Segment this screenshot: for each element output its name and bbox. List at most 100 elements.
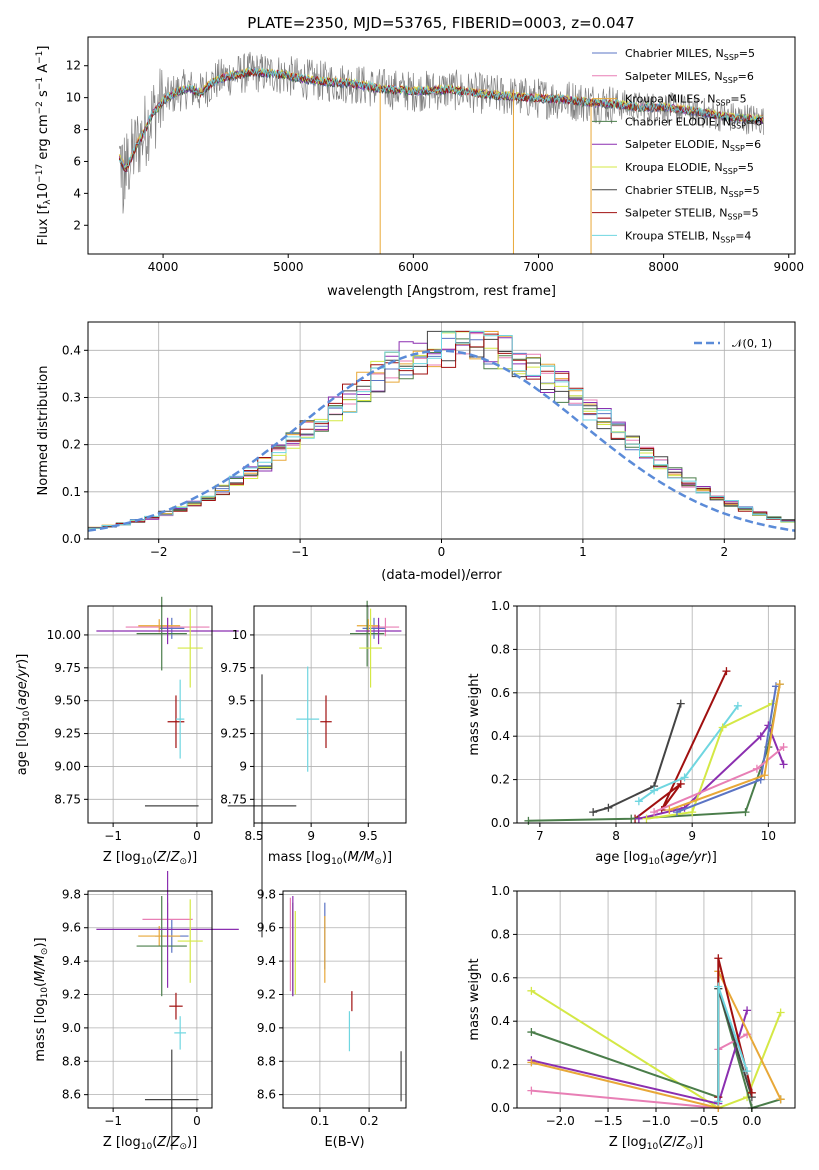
y-tick-label: 9.0 bbox=[257, 1021, 276, 1035]
weight-point-marker bbox=[743, 1067, 752, 1076]
spectrum-marks bbox=[118, 51, 765, 254]
weight-point-marker bbox=[604, 803, 613, 812]
axes-frame bbox=[516, 605, 796, 824]
y-tick-label: 0.2 bbox=[491, 1058, 510, 1072]
x-tick-label: −1 bbox=[291, 545, 309, 559]
weight-point-marker bbox=[714, 1097, 723, 1106]
x-axis-label: age [log10(age/yr)] bbox=[595, 850, 717, 867]
x-tick-label: 0.1 bbox=[310, 1114, 329, 1128]
legend-entry: Chabrier STELIB, NSSP=5 bbox=[625, 184, 760, 199]
x-tick-label: 9.5 bbox=[359, 829, 378, 843]
weight-point-marker bbox=[680, 773, 689, 782]
x-tick-label: 7 bbox=[536, 829, 544, 843]
x-tick-label: −2.0 bbox=[546, 1114, 575, 1128]
weight-point-marker bbox=[665, 805, 674, 814]
legend-entry: Salpeter ELODIE, NSSP=6 bbox=[625, 138, 761, 153]
age_vs_Z-axes: −1 0 8.75 9.00 9.25 9.50 9.75 10.00 Z [log10(Z/Z… bbox=[15, 596, 239, 867]
weight-point-marker bbox=[760, 771, 769, 780]
x-tick-label: −1.5 bbox=[593, 1114, 622, 1128]
weight-point-marker bbox=[776, 1095, 785, 1104]
y-tick-label: 1.0 bbox=[491, 599, 510, 613]
weight_vs_Z-axes: −2.0 −1.5 −1.0 −0.5 0.0 0.0 0.2 0.4 0.6 0.8 1.0 Z [… bbox=[467, 884, 796, 1152]
weight-point-marker bbox=[650, 786, 659, 795]
normal-curve bbox=[87, 349, 796, 532]
y-tick-label: 6 bbox=[73, 154, 81, 168]
x-axis-label: wavelength [Angstrom, rest frame] bbox=[327, 284, 556, 299]
x-tick-label: −0.5 bbox=[689, 1114, 718, 1128]
y-tick-label: 9.25 bbox=[54, 727, 81, 741]
weight_vs_Z-marks bbox=[527, 954, 785, 1112]
legend-entry: Chabrier MILES, NSSP=5 bbox=[625, 47, 755, 62]
weight-point-marker bbox=[747, 1088, 756, 1097]
axes-frame bbox=[87, 36, 796, 255]
y-tick-label: 9.2 bbox=[257, 987, 276, 1001]
y-tick-label: 8.8 bbox=[62, 1054, 81, 1068]
weight-point-marker bbox=[714, 982, 723, 991]
y-tick-label: 9.25 bbox=[220, 727, 247, 741]
y-tick-label: 9.75 bbox=[220, 661, 247, 675]
x-axis-label: (data-model)/error bbox=[381, 568, 502, 583]
y-tick-label: 9.75 bbox=[54, 661, 81, 675]
y-tick-label: 9.8 bbox=[62, 887, 81, 901]
weight-point-marker bbox=[676, 699, 685, 708]
x-tick-label: 0 bbox=[193, 829, 201, 843]
y-tick-label: 0.8 bbox=[491, 642, 510, 656]
x-tick-label: 8.5 bbox=[244, 829, 263, 843]
residuals-marks bbox=[87, 330, 796, 539]
weight-point-marker bbox=[527, 1058, 536, 1067]
y-tick-label: 8 bbox=[73, 123, 81, 137]
y-tick-label: 9.6 bbox=[257, 921, 276, 935]
axes-frame bbox=[253, 605, 407, 824]
weight-series-line bbox=[592, 703, 682, 814]
y-tick-label: 9.00 bbox=[54, 759, 81, 773]
weight-point-marker bbox=[743, 1006, 752, 1015]
residuals-axes: −2 −1 0 1 2 0.0 0.1 0.2 0.3 0.4 𝒩(0, 1) (data-model… bbox=[36, 321, 796, 583]
weight-point-marker bbox=[672, 808, 681, 817]
spectrum-axes: 4000 5000 6000 7000 8000 9000 2 4 6 8 10 12 waveleng… bbox=[35, 36, 804, 299]
weight-point-marker bbox=[634, 797, 643, 806]
y-tick-label: 12 bbox=[66, 59, 81, 73]
mass_vs_Z-axes: −1 0 8.6 8.8 9.0 9.2 9.4 9.6 9.8 Z [log10(Z/Z⊙)] m… bbox=[33, 870, 239, 1152]
y-tick-label: 8.75 bbox=[54, 792, 81, 806]
weight-point-marker bbox=[779, 760, 788, 769]
y-tick-label: 9.4 bbox=[62, 954, 81, 968]
y-tick-label: 0.2 bbox=[491, 773, 510, 787]
x-axis-label: mass [log10(M/M⊙)] bbox=[268, 850, 392, 867]
x-tick-label: 8000 bbox=[648, 260, 679, 274]
x-tick-label: −1.0 bbox=[641, 1114, 670, 1128]
weight-point-marker bbox=[634, 814, 643, 823]
x-tick-label: −1 bbox=[104, 829, 122, 843]
weight-point-marker bbox=[733, 701, 742, 710]
y-axis-label: mass weight bbox=[467, 958, 482, 1040]
y-tick-label: 9.8 bbox=[257, 887, 276, 901]
weight-series-line bbox=[668, 683, 781, 811]
weight-point-marker bbox=[714, 954, 723, 963]
y-axis-label: age [log10(age/yr)] bbox=[15, 654, 32, 776]
y-tick-label: 8.6 bbox=[62, 1088, 81, 1102]
x-tick-label: 8 bbox=[612, 829, 620, 843]
weight-point-marker bbox=[627, 814, 636, 823]
weight-point-marker bbox=[756, 732, 765, 741]
y-tick-label: 1.0 bbox=[491, 884, 510, 898]
x-axis-label: Z [log10(Z/Z⊙)] bbox=[103, 850, 197, 867]
weight-point-marker bbox=[688, 808, 697, 817]
weight-point-marker bbox=[779, 743, 788, 752]
weight-point-marker bbox=[642, 814, 651, 823]
y-axis-label: Normed distribution bbox=[36, 366, 51, 496]
axes-frame bbox=[87, 890, 213, 1109]
x-tick-label: 9 bbox=[688, 829, 696, 843]
age_vs_Z-marks bbox=[96, 596, 239, 807]
y-tick-label: 10.00 bbox=[47, 628, 81, 642]
weight-series-line bbox=[676, 686, 777, 814]
weight-point-marker bbox=[741, 808, 750, 817]
x-tick-label: 9 bbox=[307, 829, 315, 843]
y-tick-label: 2 bbox=[73, 218, 81, 232]
weight-series-line bbox=[530, 989, 782, 1110]
y-axis-label: mass weight bbox=[467, 673, 482, 755]
x-tick-label: 10 bbox=[761, 829, 776, 843]
y-axis-label: mass [log10(M/M⊙)] bbox=[33, 937, 50, 1061]
axes-frame bbox=[282, 890, 407, 1109]
y-tick-label: 4 bbox=[73, 186, 81, 200]
weight_vs_age-marks bbox=[524, 667, 788, 825]
x-tick-label: −1 bbox=[104, 1114, 122, 1128]
